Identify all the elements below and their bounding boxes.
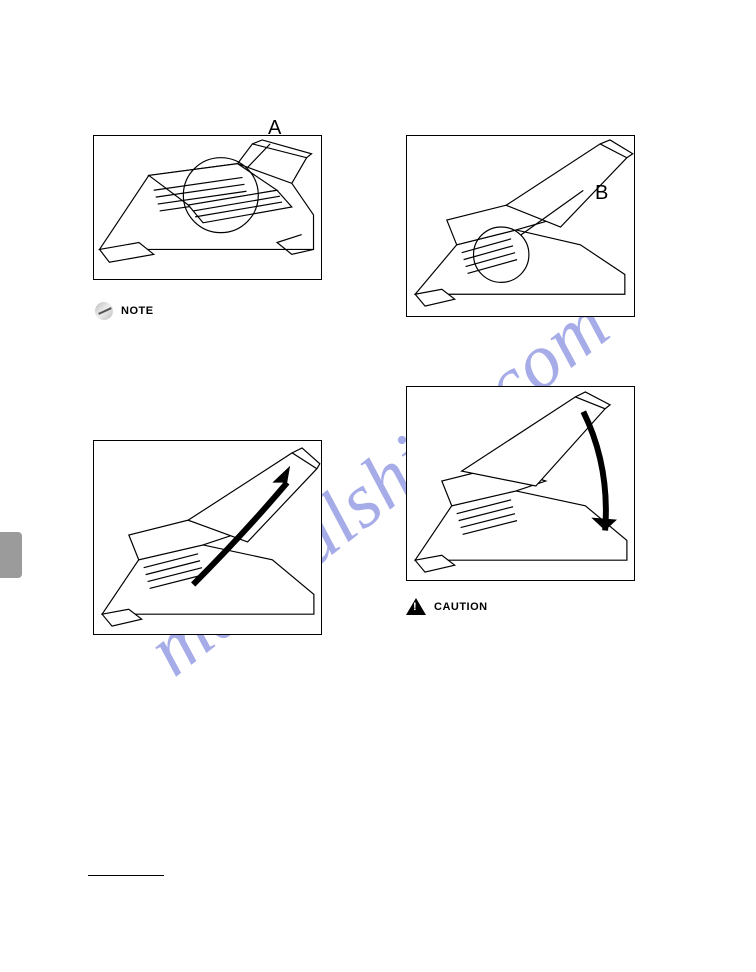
note-callout: NOTE (95, 302, 154, 320)
callout-b: B (595, 182, 608, 205)
figure-mid-right (406, 386, 635, 581)
printer-illustration-a (94, 136, 321, 279)
printer-illustration-b (407, 136, 634, 316)
figure-top-left (93, 135, 322, 280)
callout-a: A (268, 117, 281, 140)
footer-rule (88, 875, 164, 876)
section-tab (0, 532, 22, 578)
caution-icon (406, 598, 426, 615)
figure-top-right (406, 135, 635, 317)
note-label: NOTE (121, 305, 154, 317)
note-icon (95, 302, 113, 320)
figure-mid-left (93, 440, 322, 635)
printer-illustration-close (407, 387, 634, 580)
printer-illustration-open (94, 441, 321, 634)
caution-label: CAUTION (434, 601, 488, 613)
manual-page: manualshive.com A (0, 0, 756, 972)
caution-callout: CAUTION (406, 598, 488, 615)
